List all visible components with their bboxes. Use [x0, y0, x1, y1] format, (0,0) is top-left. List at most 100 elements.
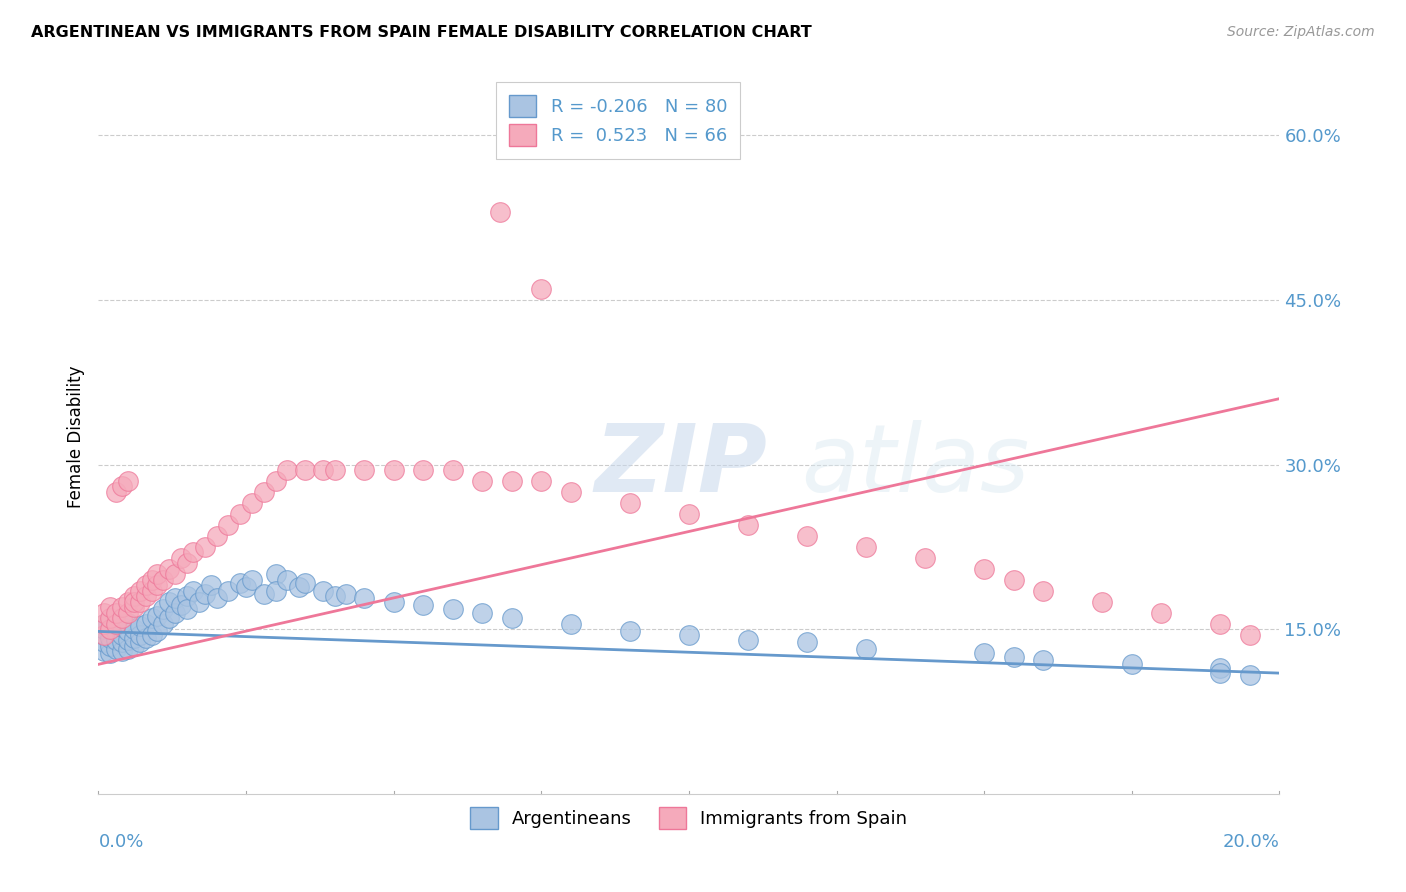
Point [141, 628, 163, 642]
Point [294, 463, 316, 477]
Point [111, 479, 134, 493]
Point [1121, 657, 1143, 672]
Point [412, 598, 434, 612]
Point [276, 463, 298, 477]
Point [217, 583, 239, 598]
Text: 0.0%: 0.0% [98, 833, 143, 851]
Point [146, 624, 169, 639]
Point [737, 633, 759, 648]
Point [122, 631, 145, 645]
Point [323, 589, 346, 603]
Point [141, 573, 163, 587]
Point [412, 463, 434, 477]
Point [264, 474, 287, 488]
Point [855, 642, 877, 657]
Point [229, 576, 252, 591]
Point [288, 581, 311, 595]
Point [229, 507, 252, 521]
Point [796, 635, 818, 649]
Point [165, 567, 187, 582]
Point [471, 474, 494, 488]
Point [471, 606, 494, 620]
Y-axis label: Female Disability: Female Disability [66, 366, 84, 508]
Point [619, 496, 641, 510]
Point [194, 587, 217, 601]
Point [796, 529, 818, 543]
Point [312, 463, 335, 477]
Point [253, 485, 276, 500]
Point [98, 600, 121, 615]
Point [122, 639, 145, 653]
Point [122, 595, 145, 609]
Point [135, 589, 157, 603]
Point [98, 631, 121, 645]
Point [973, 646, 995, 660]
Point [105, 606, 128, 620]
Point [111, 628, 134, 642]
Point [914, 550, 936, 565]
Text: Source: ZipAtlas.com: Source: ZipAtlas.com [1227, 25, 1375, 39]
Point [530, 474, 553, 488]
Point [973, 562, 995, 576]
Point [1150, 606, 1173, 620]
Point [1239, 628, 1261, 642]
Point [111, 644, 134, 658]
Point [135, 631, 157, 645]
Point [560, 485, 582, 500]
Point [181, 545, 204, 559]
Point [501, 611, 523, 625]
Point [240, 496, 263, 510]
Point [111, 635, 134, 649]
Point [170, 550, 193, 565]
Point [165, 606, 187, 620]
Point [335, 587, 357, 601]
Point [176, 602, 198, 616]
Point [200, 578, 222, 592]
Point [353, 591, 375, 606]
Text: atlas: atlas [801, 420, 1029, 511]
Point [187, 595, 209, 609]
Point [98, 614, 121, 628]
Point [122, 589, 145, 603]
Point [737, 517, 759, 532]
Point [176, 557, 198, 571]
Point [128, 628, 150, 642]
Point [441, 602, 464, 616]
Point [157, 562, 180, 576]
Point [117, 606, 139, 620]
Point [1032, 653, 1054, 667]
Point [1002, 649, 1025, 664]
Point [170, 598, 193, 612]
Point [235, 581, 257, 595]
Point [855, 540, 877, 554]
Point [93, 644, 115, 658]
Point [217, 517, 239, 532]
Point [323, 463, 346, 477]
Point [98, 622, 121, 636]
Point [441, 463, 464, 477]
Point [157, 611, 180, 625]
Point [128, 635, 150, 649]
Point [128, 583, 150, 598]
Point [678, 628, 700, 642]
Point [560, 616, 582, 631]
Point [111, 600, 134, 615]
Point [93, 606, 115, 620]
Point [105, 485, 128, 500]
Point [489, 205, 512, 219]
Point [294, 576, 316, 591]
Point [1209, 666, 1232, 681]
Point [117, 633, 139, 648]
Point [152, 573, 174, 587]
Point [194, 540, 217, 554]
Point [122, 622, 145, 636]
Point [382, 595, 405, 609]
Point [157, 595, 180, 609]
Point [1032, 583, 1054, 598]
Point [353, 463, 375, 477]
Point [122, 600, 145, 615]
Point [98, 611, 121, 625]
Point [176, 589, 198, 603]
Text: ARGENTINEAN VS IMMIGRANTS FROM SPAIN FEMALE DISABILITY CORRELATION CHART: ARGENTINEAN VS IMMIGRANTS FROM SPAIN FEM… [31, 25, 811, 40]
Point [105, 642, 128, 657]
